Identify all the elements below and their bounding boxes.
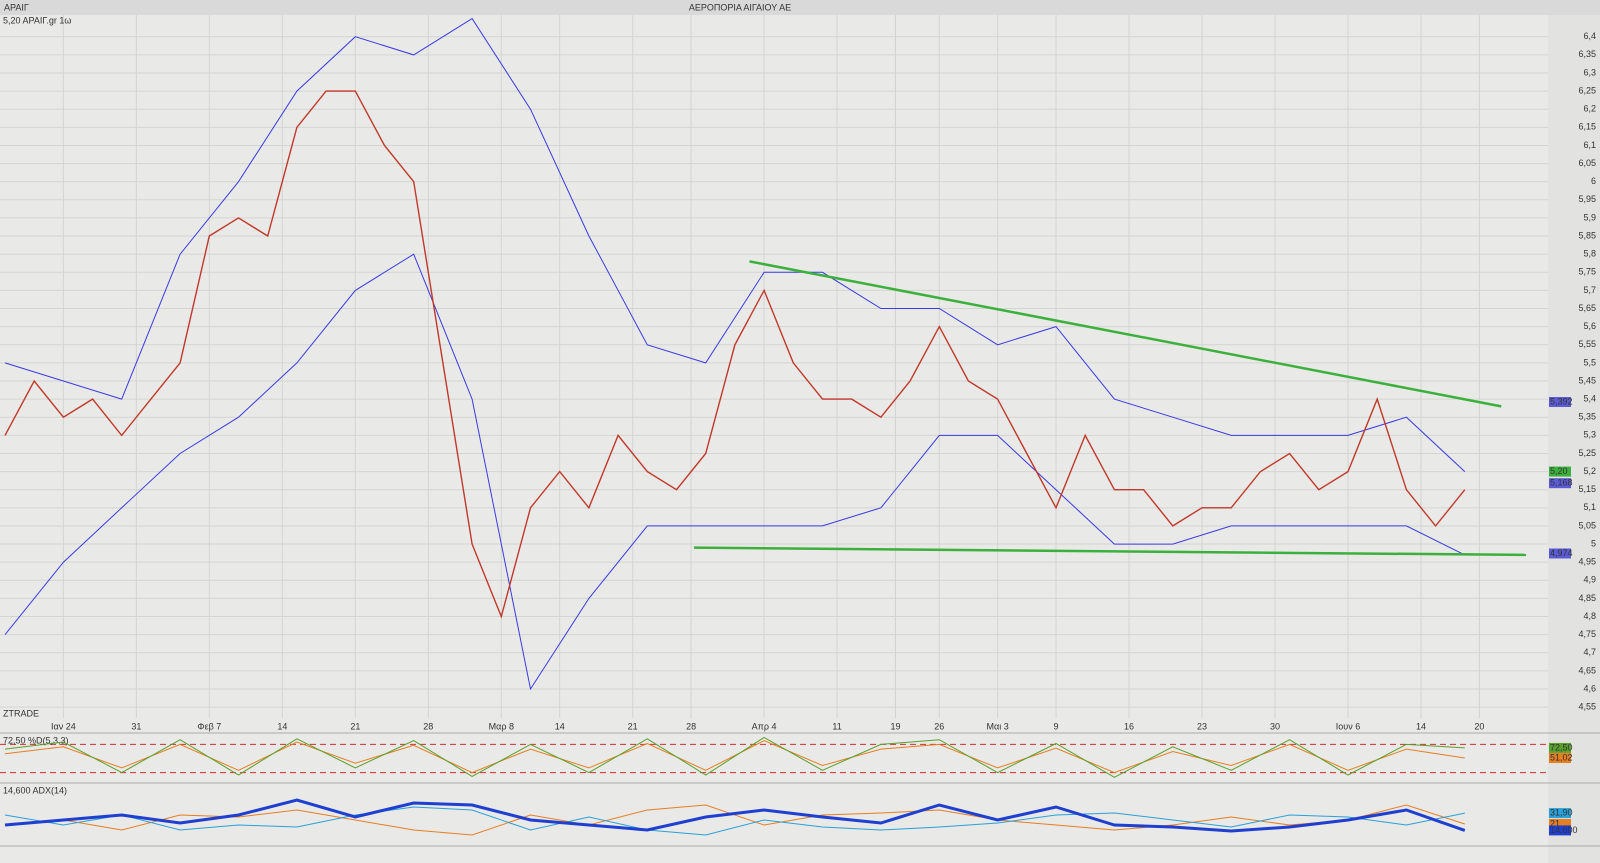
y-tick-label: 6,4: [1583, 31, 1596, 41]
y-tick-label: 4,65: [1578, 665, 1596, 675]
price-label: 5,392: [1550, 396, 1573, 406]
y-tick-label: 6,35: [1578, 49, 1596, 59]
y-tick-label: 5,6: [1583, 321, 1596, 331]
x-tick-label: Ιαν 24: [51, 721, 76, 731]
price-label: 31,90: [1550, 807, 1573, 817]
y-tick-label: 5,5: [1583, 357, 1596, 367]
y-tick-label: 5,1: [1583, 502, 1596, 512]
series-line: [4, 740, 1465, 774]
x-tick-label: 14: [1416, 721, 1426, 731]
y-tick-label: 5,35: [1578, 412, 1596, 422]
x-tick-label: 11: [832, 721, 841, 731]
x-tick-label: Μαι 3: [987, 721, 1009, 731]
y-tick-label: 5,85: [1578, 230, 1596, 240]
y-tick-label: 6,3: [1583, 67, 1596, 77]
x-tick-label: 20: [1474, 721, 1484, 731]
price-label: 72,50: [1550, 742, 1573, 752]
y-tick-label: 4,7: [1583, 647, 1596, 657]
y-tick-label: 5,75: [1578, 267, 1596, 277]
series-line: [4, 90, 1466, 619]
x-tick-label: 28: [423, 721, 433, 731]
price-label-box: [1549, 825, 1571, 836]
y-tick-label: 5,7: [1583, 285, 1596, 295]
y-tick-label: 4,55: [1578, 702, 1596, 712]
x-tick-label: 21: [628, 721, 638, 731]
y-tick-label: 6,25: [1578, 85, 1596, 95]
series-line: [4, 736, 1465, 778]
price-label: 21: [1550, 818, 1560, 828]
y-tick-label: 5,25: [1578, 448, 1596, 458]
y-tick-label: 4,85: [1578, 593, 1596, 603]
y-tick-label: 5,95: [1578, 194, 1596, 204]
y-tick-label: 6,05: [1578, 158, 1596, 168]
y-tick-label: 4,75: [1578, 629, 1596, 639]
x-tick-label: 26: [934, 721, 944, 731]
window-title: ΑΕΡΟΠΟΡΙΑ ΑΙΓΑΙΟΥ ΑΕ: [689, 2, 791, 12]
y-tick-label: 5,3: [1583, 430, 1596, 440]
y-tick-label: 6,1: [1583, 140, 1596, 150]
y-tick-label: 6: [1591, 176, 1596, 186]
y-tick-label: 5,2: [1583, 466, 1596, 476]
series-line: [4, 798, 1466, 833]
price-label-box: [1549, 478, 1571, 489]
watermark: ZTRADE: [3, 708, 39, 718]
price-label: 5,168: [1550, 478, 1573, 488]
pane-label: 72,50 %D(5,3,3): [3, 735, 69, 745]
y-tick-label: 6,2: [1583, 104, 1596, 114]
y-tick-label: 4,6: [1583, 683, 1596, 693]
y-tick-label: 6,15: [1578, 122, 1596, 132]
x-tick-label: Απρ 4: [752, 721, 777, 731]
x-tick-label: 31: [131, 721, 141, 731]
x-tick-label: 21: [350, 721, 360, 731]
trendline: [693, 546, 1527, 557]
y-tick-label: 5,8: [1583, 249, 1596, 259]
x-tick-label: 23: [1197, 721, 1207, 731]
x-tick-label: 9: [1054, 721, 1059, 731]
price-label-box: [1549, 753, 1571, 764]
price-label: 51,02: [1550, 752, 1573, 762]
y-tick-label: 4,95: [1578, 557, 1596, 567]
series-line: [4, 806, 1465, 836]
pane-label: 14,600 ADX(14): [3, 785, 67, 795]
price-label-box: [1549, 548, 1571, 559]
y-tick-label: 5,55: [1578, 339, 1596, 349]
price-label: 5,20: [1550, 466, 1568, 476]
symbol[interactable]: ΑΡΑΙΓ: [4, 2, 29, 12]
trendline: [749, 260, 1502, 408]
price-label-box: [1549, 742, 1571, 753]
y-tick-label: 5,9: [1583, 212, 1596, 222]
x-tick-label: 14: [555, 721, 565, 731]
x-tick-label: Φεβ 7: [197, 721, 221, 731]
series-line: [4, 253, 1466, 691]
price-label: 14,600: [1550, 825, 1578, 835]
price-label-box: [1549, 819, 1571, 829]
price-label-box: [1549, 808, 1571, 819]
y-tick-label: 5,65: [1578, 303, 1596, 313]
title-bar: [0, 0, 1600, 15]
x-tick-label: Μαρ 8: [489, 721, 514, 731]
price-label-box: [1549, 466, 1571, 477]
price-label: 4,974: [1550, 548, 1573, 558]
price-axis: [1548, 15, 1600, 863]
y-tick-label: 4,8: [1583, 611, 1596, 621]
y-tick-label: 4,9: [1583, 575, 1596, 585]
x-tick-label: 30: [1270, 721, 1280, 731]
x-tick-label: Ιουν 6: [1336, 721, 1360, 731]
x-tick-label: 16: [1124, 721, 1134, 731]
y-tick-label: 5,05: [1578, 520, 1596, 530]
x-tick-label: 19: [890, 721, 900, 731]
series-line: [4, 17, 1466, 472]
price-label-box: [1549, 397, 1571, 408]
y-tick-label: 5,15: [1578, 484, 1596, 494]
x-tick-label: 28: [686, 721, 696, 731]
y-tick-label: 5: [1591, 538, 1596, 548]
y-tick-label: 5,4: [1583, 393, 1596, 403]
x-tick-label: 14: [277, 721, 287, 731]
y-tick-label: 5,45: [1578, 375, 1596, 385]
pane-label: 5,20 ΑΡΑΙΓ.gr 1ω: [3, 15, 71, 25]
